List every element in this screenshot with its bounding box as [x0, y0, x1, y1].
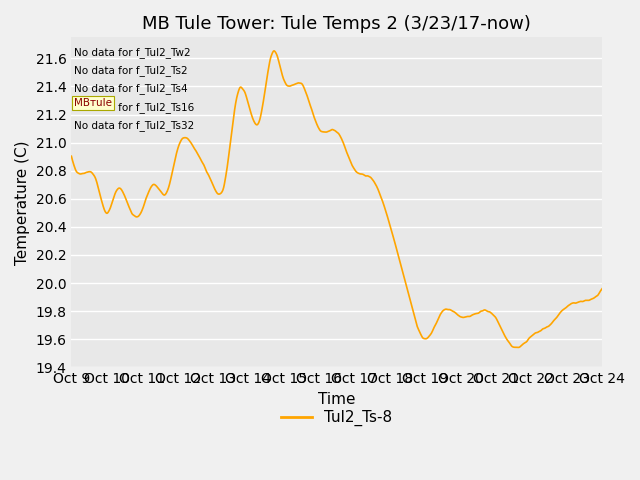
Legend: Tul2_Ts-8: Tul2_Ts-8 — [275, 404, 398, 432]
Text: No data for f_Tul2_Ts4: No data for f_Tul2_Ts4 — [74, 84, 188, 95]
Text: No data for f_Tul2_Tw2: No data for f_Tul2_Tw2 — [74, 47, 191, 58]
Text: No data for f_Tul2_Ts32: No data for f_Tul2_Ts32 — [74, 120, 195, 131]
Text: MBтule: MBтule — [74, 98, 112, 108]
Text: No data for f_Tul2_Ts2: No data for f_Tul2_Ts2 — [74, 65, 188, 76]
Title: MB Tule Tower: Tule Temps 2 (3/23/17-now): MB Tule Tower: Tule Temps 2 (3/23/17-now… — [142, 15, 531, 33]
Text: No data for f_Tul2_Ts16: No data for f_Tul2_Ts16 — [74, 102, 195, 113]
X-axis label: Time: Time — [318, 392, 355, 407]
Y-axis label: Temperature (C): Temperature (C) — [15, 140, 30, 264]
